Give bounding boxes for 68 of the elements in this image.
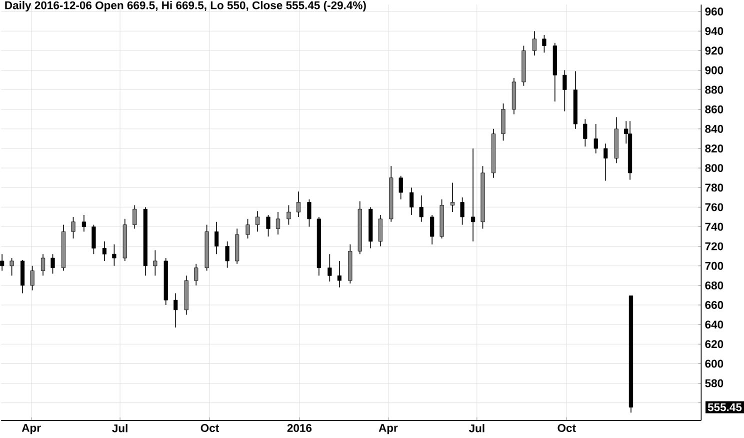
y-tick-label: 760 [705, 203, 724, 212]
candlestick [583, 118, 588, 148]
candlestick [296, 191, 301, 218]
y-tick-label: 800 [705, 164, 724, 172]
candlestick [40, 254, 46, 276]
candlestick [30, 266, 34, 291]
candlestick [92, 224, 96, 255]
y-tick-label: 920 [705, 46, 724, 55]
candlestick [286, 205, 291, 226]
y-tick-label: 860 [705, 106, 724, 114]
candlestick [450, 182, 455, 213]
y-tick-label: 660 [705, 301, 724, 310]
candlestick [225, 241, 230, 268]
candlestick [419, 195, 424, 222]
y-tick-label: 600 [705, 360, 724, 368]
candlestick [542, 34, 546, 54]
candlestick [398, 176, 403, 200]
candlestick [562, 70, 567, 112]
y-tick-label: 960 [705, 8, 724, 16]
candlestick [102, 241, 106, 262]
candlestick [307, 199, 312, 228]
candlestick [246, 218, 250, 240]
candlestick [71, 216, 76, 240]
candlestick [328, 254, 332, 282]
x-tick-label: Apr [22, 424, 41, 434]
x-tick-label: Jul [468, 424, 484, 433]
candlestick [82, 214, 86, 232]
candlestick [50, 254, 55, 274]
candlestick [10, 258, 14, 276]
candlestick [132, 205, 137, 230]
candlestick [112, 244, 116, 267]
x-tick-label: Apr [378, 424, 398, 434]
y-tick-label: 880 [705, 86, 724, 94]
y-tick-label: 740 [705, 222, 724, 231]
x-tick-label: Oct [200, 424, 219, 432]
candlestick [532, 30, 537, 56]
candlestick [276, 212, 280, 236]
candlestick [194, 264, 198, 286]
candlestick [266, 214, 270, 238]
candlestick [378, 214, 382, 247]
x-tick-label: 2016 [287, 424, 312, 432]
candlestick [174, 293, 178, 328]
candlestick [153, 250, 158, 276]
y-tick-label: 820 [705, 144, 724, 153]
y-tick-label: 620 [705, 340, 724, 348]
y-tick-label: 580 [705, 380, 724, 388]
candlestick [470, 148, 476, 242]
text: 555.45 [708, 404, 742, 412]
y-tick-label: 900 [705, 66, 724, 74]
candlestick [594, 124, 598, 154]
y-tick-label: 700 [705, 262, 724, 270]
candlestick [430, 214, 434, 245]
y-tick-label: 720 [705, 242, 724, 251]
candlestick [214, 222, 219, 255]
candlestick [410, 187, 414, 216]
y-tick-label: 940 [705, 27, 724, 36]
y-tick-label: 780 [705, 184, 724, 192]
candlestick [460, 197, 464, 226]
x-tick-label: Jul [112, 424, 128, 433]
y-tick-label: 640 [705, 320, 724, 329]
candlestick [0, 254, 4, 272]
y-tick-label: 840 [705, 125, 724, 134]
candlestick [604, 143, 608, 182]
chart-title: Daily 2016-12-06 Open 669.5, Hi 669.5, Lo 550, Close 555.45 (-29.4%) [5, 1, 366, 12]
x-tick-label: Oct [558, 424, 576, 432]
y-tick-label: 680 [705, 282, 724, 290]
candlestick [255, 210, 260, 232]
candlestick [337, 260, 342, 288]
